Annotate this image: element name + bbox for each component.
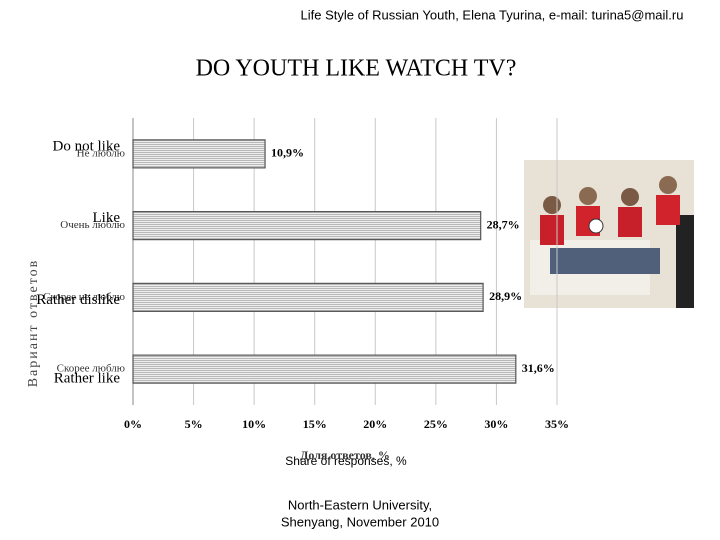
x-tick-label: 30% — [484, 417, 508, 431]
header: Life Style of Russian Youth, Elena Tyuri… — [301, 7, 684, 22]
x-axis-label-en: Share of responses, % — [285, 454, 407, 468]
y-tick-label-original: Не люблю — [77, 147, 125, 159]
value-label: 31,6% — [522, 361, 555, 375]
x-tick-label: 15% — [303, 417, 327, 431]
y-axis-label: Вариант ответов — [26, 259, 41, 388]
x-axis-label: Доля ответов, % — [300, 448, 390, 462]
bar — [132, 354, 517, 384]
y-tick-label: Rather like — [54, 371, 121, 387]
value-label: 10,9% — [271, 146, 304, 160]
value-label: 28,9% — [489, 289, 522, 303]
bar — [132, 211, 482, 241]
x-tick-label: 20% — [363, 417, 387, 431]
footer-line: North-Eastern University, — [288, 497, 432, 512]
footer-line: Shenyang, November 2010 — [281, 514, 439, 529]
y-tick-label: Do not like — [53, 138, 121, 154]
x-tick-label: 0% — [124, 417, 142, 431]
x-tick-label: 25% — [424, 417, 448, 431]
photo — [524, 160, 694, 308]
x-tick-label: 10% — [242, 417, 266, 431]
y-tick-label-original: Скорее люблю — [57, 363, 125, 375]
y-tick-label-original: Скорее не люблю — [43, 291, 125, 303]
bar — [132, 282, 484, 312]
y-tick-label: Rather dislike — [36, 292, 120, 308]
y-tick-label-original: Очень люблю — [60, 219, 125, 231]
y-tick-label: Like — [93, 210, 121, 226]
x-tick-label: 35% — [545, 417, 569, 431]
x-tick-label: 5% — [185, 417, 203, 431]
chart-title: DO YOUTH LIKE WATCH TV? — [196, 56, 517, 82]
value-label: 28,7% — [487, 217, 520, 231]
bar — [132, 139, 266, 169]
